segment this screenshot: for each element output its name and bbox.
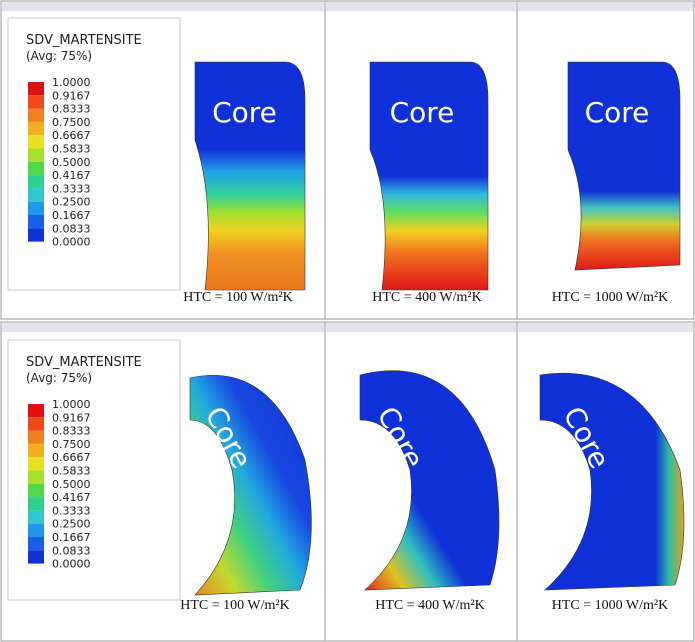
part-shape bbox=[568, 62, 680, 270]
htc-label: HTC = 1000 W/m²K bbox=[552, 290, 668, 305]
legend-color bbox=[28, 404, 44, 417]
legend-label: 0.0833 bbox=[52, 544, 91, 557]
legend-color bbox=[28, 82, 44, 95]
legend-label: 0.5833 bbox=[52, 465, 91, 478]
legend-color bbox=[28, 162, 44, 175]
legend-label: 0.5833 bbox=[52, 143, 91, 156]
legend-color bbox=[28, 537, 44, 550]
legend-label: 0.5000 bbox=[52, 478, 91, 491]
core-label: Core bbox=[585, 96, 650, 129]
legend-label: 1.0000 bbox=[52, 398, 91, 411]
legend-label: 0.6667 bbox=[52, 451, 91, 464]
legend-color bbox=[28, 444, 44, 457]
legend-label: 0.5000 bbox=[52, 156, 91, 169]
legend-color bbox=[28, 471, 44, 484]
legend-color bbox=[28, 417, 44, 430]
legend-subtitle: (Avg: 75%) bbox=[26, 371, 92, 385]
legend-label: 0.1667 bbox=[52, 209, 91, 222]
legend-subtitle: (Avg: 75%) bbox=[26, 49, 92, 63]
legend-color bbox=[28, 497, 44, 510]
legend-label: 0.7500 bbox=[52, 116, 91, 129]
legend-color bbox=[28, 122, 44, 135]
core-label: Core bbox=[390, 96, 455, 129]
legend-label: 0.4167 bbox=[52, 491, 91, 504]
core-label: Core bbox=[212, 96, 277, 129]
legend-color bbox=[28, 135, 44, 148]
htc-label: HTC = 1000 W/m²K bbox=[552, 598, 668, 613]
legend-label: 0.1667 bbox=[52, 531, 91, 544]
legend-label: 0.0000 bbox=[52, 558, 91, 571]
legend-color bbox=[28, 550, 44, 563]
legend-color bbox=[28, 524, 44, 537]
legend-color bbox=[28, 510, 44, 523]
legend-label: 0.9167 bbox=[52, 411, 91, 424]
legend-label: 1.0000 bbox=[52, 76, 91, 89]
legend-color bbox=[28, 202, 44, 215]
legend-label: 0.2500 bbox=[52, 196, 91, 209]
legend-label: 0.0833 bbox=[52, 222, 91, 235]
legend-color bbox=[28, 215, 44, 228]
htc-label: HTC = 100 W/m²K bbox=[183, 290, 292, 305]
legend-label: 0.6667 bbox=[52, 129, 91, 142]
legend-color bbox=[28, 457, 44, 470]
legend-color bbox=[28, 149, 44, 162]
legend-color bbox=[28, 175, 44, 188]
htc-label: HTC = 400 W/m²K bbox=[372, 290, 481, 305]
legend-title: SDV_MARTENSITE bbox=[26, 33, 142, 48]
figure: SDV_MARTENSITE(Avg: 75%)1.00000.91670.83… bbox=[0, 0, 695, 642]
legend-color bbox=[28, 431, 44, 444]
legend-color bbox=[28, 484, 44, 497]
legend-label: 0.0000 bbox=[52, 236, 91, 249]
legend-color bbox=[28, 228, 44, 241]
legend-title: SDV_MARTENSITE bbox=[26, 355, 142, 370]
legend-color bbox=[28, 109, 44, 122]
legend-label: 0.3333 bbox=[52, 504, 91, 517]
legend-color bbox=[28, 95, 44, 108]
legend-label: 0.2500 bbox=[52, 518, 91, 531]
htc-label: HTC = 100 W/m²K bbox=[180, 598, 289, 613]
legend-label: 0.8333 bbox=[52, 103, 91, 116]
htc-label: HTC = 400 W/m²K bbox=[375, 598, 484, 613]
legend-color bbox=[28, 188, 44, 201]
legend-label: 0.9167 bbox=[52, 89, 91, 102]
legend-label: 0.3333 bbox=[52, 182, 91, 195]
legend-label: 0.4167 bbox=[52, 169, 91, 182]
legend-label: 0.7500 bbox=[52, 438, 91, 451]
legend-label: 0.8333 bbox=[52, 425, 91, 438]
